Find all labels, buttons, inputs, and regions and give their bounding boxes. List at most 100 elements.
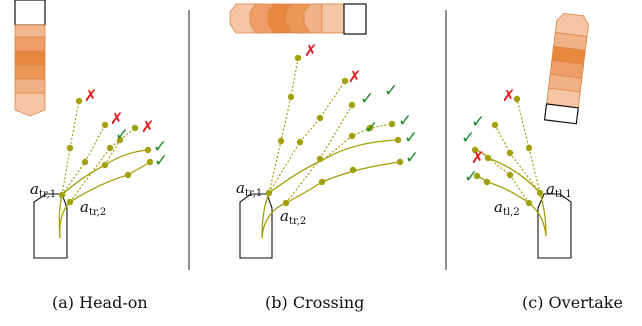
target-ship-overtake	[543, 12, 589, 125]
verdict-mark-crossing-3: ✓	[384, 81, 398, 101]
panel-head-on: ✗ ✗ ✓ ✗ ✓ ✓ atr,1 atr,2 (a) Head-on	[14, 0, 168, 312]
node	[106, 144, 114, 152]
node	[75, 97, 83, 105]
node	[366, 124, 374, 132]
node	[396, 158, 404, 166]
dotted-trajectories-crossing	[268, 57, 393, 204]
verdict-mark-crossing-0: ✗	[304, 41, 317, 60]
verdict-mark-head-on-2: ✓	[115, 125, 129, 145]
node	[525, 144, 533, 152]
node	[349, 166, 357, 174]
path-crossing-4	[285, 181, 323, 204]
node	[348, 101, 356, 109]
node	[296, 138, 304, 146]
dotted-head-on-3	[69, 127, 136, 203]
verdict-mark-crossing-4: ✓	[364, 118, 378, 138]
verdict-mark-head-on-0: ✗	[84, 86, 97, 105]
path-head-on-5	[127, 161, 151, 176]
node	[81, 158, 89, 166]
own-ship-head-on	[33, 193, 68, 259]
dotted-crossing-2	[268, 80, 346, 194]
node	[144, 146, 152, 154]
path-head-on-3	[61, 164, 106, 196]
node	[282, 199, 290, 207]
path-head-on-6	[104, 149, 149, 166]
node	[388, 120, 396, 128]
verdict-mark-head-on-3: ✗	[141, 117, 154, 136]
verdict-mark-overtake-2: ✓	[461, 128, 475, 148]
verdict-mark-crossing-7: ✓	[405, 148, 419, 168]
trajectories-overtake	[474, 149, 547, 237]
node	[536, 189, 544, 197]
panel-overtake: ✗ ✓ ✓ ✗ ✓ atl,1 atl,2 (c) Overtake	[461, 12, 623, 312]
node	[146, 158, 154, 166]
node	[483, 178, 491, 186]
dotted-trajectories-overtake	[487, 98, 541, 204]
target-ship-head-on	[14, 0, 46, 117]
node	[124, 171, 132, 179]
dotted-overtake-2	[494, 124, 541, 194]
node	[471, 146, 479, 154]
action-label-crossing-1: atr,1	[236, 179, 262, 199]
verdict-mark-head-on-4: ✓	[153, 137, 167, 157]
target-ship-crossing	[229, 3, 367, 35]
caption-crossing: (b) Crossing	[265, 293, 364, 312]
dotted-overtake-3	[487, 157, 530, 204]
path-crossing-2	[261, 202, 287, 239]
verdict-mark-crossing-1: ✗	[348, 67, 361, 86]
node	[101, 121, 109, 129]
node	[513, 95, 521, 103]
path-head-on-2	[59, 201, 71, 239]
node	[491, 121, 499, 129]
node	[101, 161, 109, 169]
node	[341, 77, 349, 85]
dotted-crossing-3	[285, 104, 353, 204]
dotted-head-on-4	[104, 139, 121, 166]
path-crossing-3	[268, 159, 324, 194]
verdict-mark-head-on-5: ✓	[154, 151, 168, 171]
node	[394, 136, 402, 144]
node	[265, 189, 273, 197]
node	[277, 137, 285, 145]
own-ship-overtake	[537, 193, 572, 259]
panel-crossing: ✗ ✗ ✓ ✓ ✓ ✓ ✓ ✓ atr,1 atr,2 (b) Crossing	[229, 3, 419, 312]
verdict-mark-crossing-2: ✓	[360, 89, 374, 109]
node	[473, 172, 481, 180]
path-crossing-5	[321, 161, 401, 183]
action-label-head-on-1: atr,1	[30, 180, 56, 200]
verdict-mark-overtake-3: ✗	[471, 148, 484, 167]
node	[506, 149, 514, 157]
nodes-overtake	[471, 95, 544, 207]
node	[316, 114, 324, 122]
nodes-crossing	[265, 54, 404, 207]
verdict-mark-overtake-0: ✗	[502, 86, 515, 105]
path-overtake-3	[487, 157, 541, 194]
action-label-overtake-2: atl,2	[494, 198, 520, 218]
node	[525, 199, 533, 207]
caption-head-on: (a) Head-on	[52, 293, 148, 312]
node	[58, 191, 66, 199]
node	[506, 171, 514, 179]
nodes-head-on	[58, 97, 154, 206]
verdict-mark-overtake-4: ✓	[464, 167, 478, 187]
node	[316, 155, 324, 163]
verdict-mark-crossing-6: ✓	[404, 128, 418, 148]
node	[66, 198, 74, 206]
node	[318, 178, 326, 186]
caption-overtake: (c) Overtake	[522, 293, 623, 312]
marks-crossing: ✗ ✗ ✓ ✓ ✓ ✓ ✓ ✓	[304, 41, 419, 168]
node	[287, 93, 295, 101]
node	[484, 154, 492, 162]
node	[294, 54, 302, 62]
marks-overtake: ✗ ✓ ✓ ✗ ✓	[461, 86, 515, 187]
path-head-on-4	[69, 174, 129, 203]
path-overtake-4	[486, 181, 530, 204]
action-label-overtake-1: atl,1	[546, 180, 572, 200]
action-label-head-on-2: atr,2	[80, 198, 106, 218]
dotted-crossing-1	[268, 57, 299, 194]
dotted-crossing-4	[322, 123, 393, 161]
verdict-mark-head-on-1: ✗	[110, 109, 123, 128]
node	[66, 144, 74, 152]
own-ship-crossing	[239, 193, 273, 259]
